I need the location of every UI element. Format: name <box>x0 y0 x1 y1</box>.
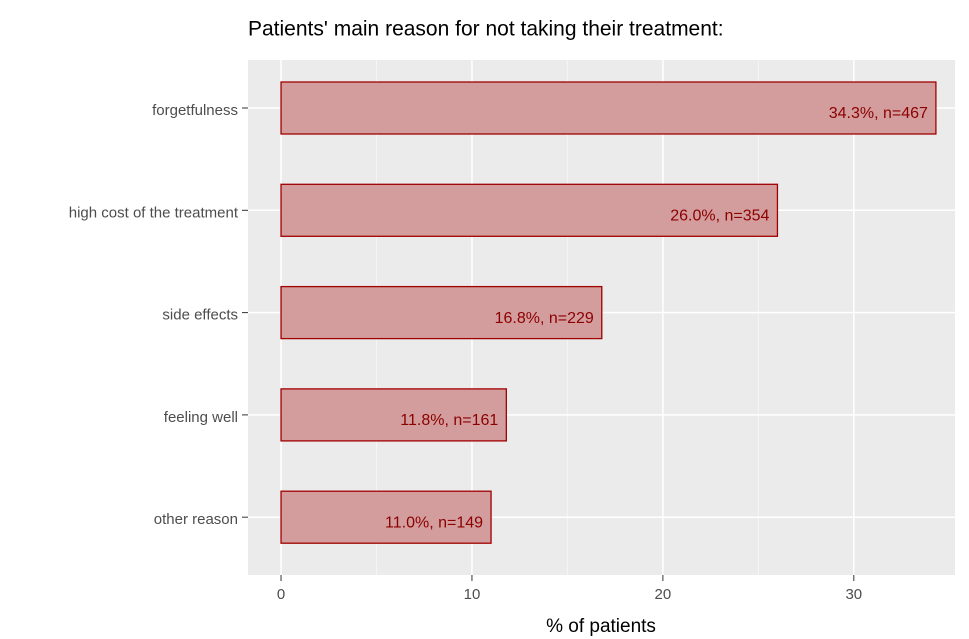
x-axis-label: % of patients <box>546 616 656 637</box>
x-tick-label: 30 <box>845 586 862 603</box>
x-tick-label: 20 <box>655 586 672 603</box>
value-label: 26.0%, n=354 <box>670 208 769 225</box>
bar <box>280 183 779 237</box>
value-label: 11.0%, n=149 <box>385 514 483 531</box>
bar <box>280 388 507 442</box>
x-tick-label: 0 <box>277 586 285 603</box>
bar <box>280 490 492 544</box>
x-tick-label: 10 <box>464 586 481 603</box>
y-tick-label: high cost of the treatment <box>69 204 239 221</box>
bar <box>280 285 603 340</box>
y-tick-label: forgetfulness <box>152 102 238 119</box>
bar <box>280 81 937 135</box>
value-label: 11.8%, n=161 <box>400 412 498 429</box>
y-tick-label: feeling well <box>164 409 238 426</box>
y-tick-label: side effects <box>162 307 238 324</box>
value-label: 34.3%, n=467 <box>829 105 928 122</box>
chart-title: Patients' main reason for not taking the… <box>248 18 724 41</box>
value-label: 16.8%, n=229 <box>495 310 594 327</box>
y-tick-label: other reason <box>154 511 238 528</box>
